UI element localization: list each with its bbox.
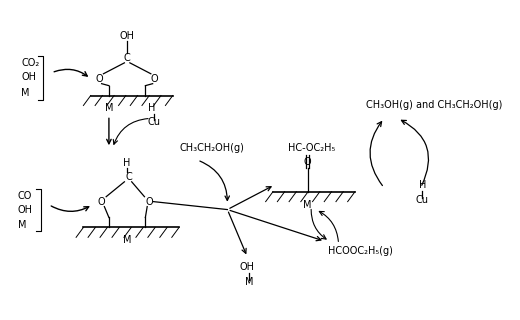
Text: O: O (145, 196, 153, 207)
Text: Cu: Cu (148, 117, 161, 127)
Text: OH: OH (240, 262, 255, 272)
Text: O: O (304, 157, 311, 167)
Text: HC-OC₂H₅: HC-OC₂H₅ (288, 143, 335, 153)
Text: OH: OH (21, 72, 36, 82)
Text: OH: OH (18, 204, 33, 215)
Text: M: M (105, 103, 113, 114)
Text: H: H (419, 180, 426, 190)
Text: OH: OH (120, 31, 135, 41)
Text: M: M (303, 200, 312, 210)
Text: CO₂: CO₂ (21, 58, 40, 68)
Text: HCOOC₂H₅(g): HCOOC₂H₅(g) (328, 246, 393, 256)
Text: H: H (123, 158, 131, 168)
Text: CH₃OH(g) and CH₃CH₂OH(g): CH₃OH(g) and CH₃CH₂OH(g) (366, 100, 502, 110)
Text: O: O (96, 74, 103, 84)
Text: O: O (151, 74, 158, 84)
Text: CO: CO (18, 191, 32, 201)
Text: CH₃CH₂OH(g): CH₃CH₂OH(g) (179, 143, 244, 153)
Text: M: M (18, 220, 27, 230)
Text: M: M (245, 277, 253, 287)
Text: H: H (148, 103, 155, 114)
Text: M: M (123, 235, 132, 245)
Text: Cu: Cu (416, 195, 429, 205)
Text: M: M (21, 88, 30, 98)
Text: O: O (98, 196, 106, 207)
Text: C: C (126, 172, 132, 182)
Text: C: C (124, 53, 131, 63)
